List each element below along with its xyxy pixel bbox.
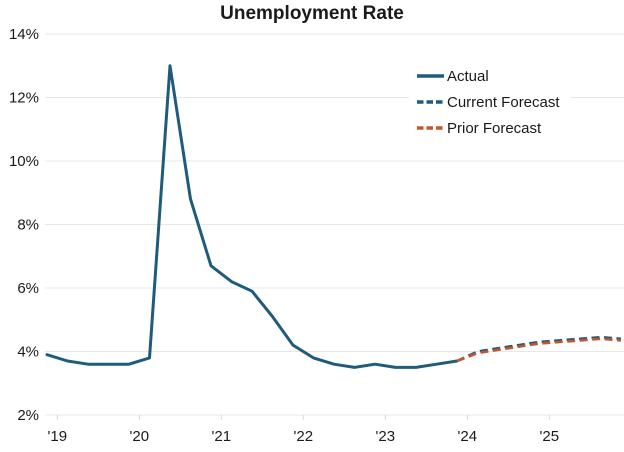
y-tick-label: 6% bbox=[17, 280, 39, 297]
y-tick-label: 14% bbox=[9, 26, 39, 43]
solid-line-icon bbox=[417, 72, 445, 80]
legend-marker-line bbox=[417, 126, 444, 130]
dashed-line-icon bbox=[417, 124, 445, 132]
actual-line bbox=[45, 64, 459, 369]
current-forecast-line bbox=[456, 335, 622, 363]
chart-title: Unemployment Rate bbox=[220, 3, 404, 24]
legend-label-actual: Actual bbox=[447, 67, 489, 85]
y-tick-label: 10% bbox=[9, 153, 39, 170]
x-tick-label: '20 bbox=[130, 428, 150, 445]
dashed-line-icon bbox=[417, 98, 445, 106]
legend-marker-line bbox=[417, 74, 444, 78]
y-tick-label: 12% bbox=[9, 90, 39, 107]
legend-label-current-forecast: Current Forecast bbox=[447, 93, 560, 111]
legend-item-actual: Actual bbox=[417, 63, 560, 89]
legend-label-prior-forecast: Prior Forecast bbox=[447, 119, 542, 137]
y-tick-label: 2% bbox=[17, 407, 39, 424]
x-tick-label: '23 bbox=[376, 428, 396, 445]
x-tick-label: '24 bbox=[458, 428, 478, 445]
legend-item-current-forecast: Current Forecast bbox=[417, 89, 560, 115]
y-tick-label: 4% bbox=[17, 344, 39, 361]
legend-marker-line bbox=[417, 100, 444, 104]
x-tick-label: '25 bbox=[540, 428, 560, 445]
x-tick-label: '21 bbox=[212, 428, 232, 445]
legend: Actual Current Forecast Prior Forecast bbox=[409, 61, 570, 143]
prior-forecast-line bbox=[456, 337, 622, 363]
y-tick-label: 8% bbox=[17, 217, 39, 234]
x-tick-label: '22 bbox=[294, 428, 314, 445]
x-tick-label: '19 bbox=[48, 428, 68, 445]
legend-item-prior-forecast: Prior Forecast bbox=[417, 115, 560, 141]
